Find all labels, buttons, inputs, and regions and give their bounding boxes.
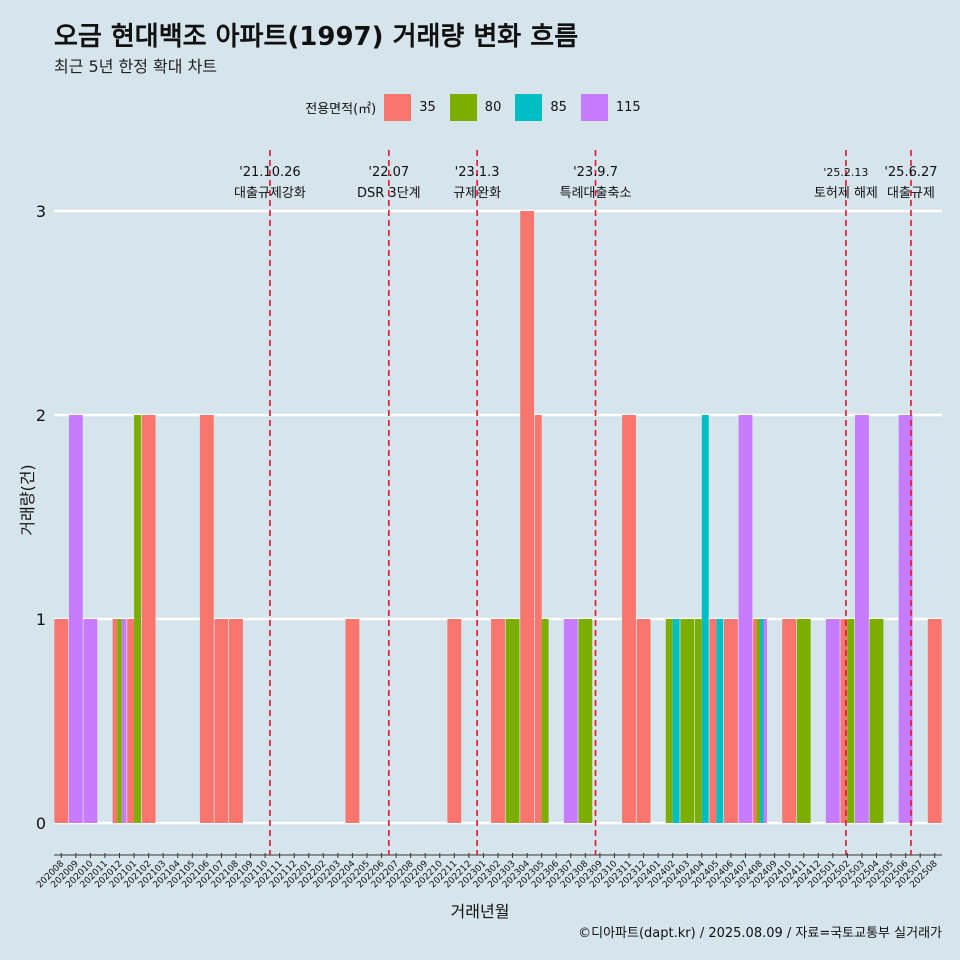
legend-label: 35: [419, 100, 436, 115]
y-tick-label: 3: [36, 202, 46, 221]
bar-202504-80: [869, 619, 884, 823]
legend-item-115: 115: [580, 94, 641, 121]
event-date: '22.07: [368, 165, 409, 180]
bar-202404-85: [701, 415, 709, 823]
y-tick-label: 1: [36, 610, 46, 629]
event-date: '23.1.3: [455, 165, 500, 180]
bar-202502-35: [840, 619, 848, 823]
event-date: '25.2.13: [823, 166, 868, 179]
legend-title: 전용면적(㎡): [305, 102, 377, 117]
bar-202503-115: [855, 415, 869, 823]
bar-202405-35: [709, 619, 717, 823]
chart-subtitle: 최근 5년 한정 확대 차트: [54, 57, 218, 76]
chart-title: 오금 현대백조 아파트(1997) 거래량 변화 흐름: [54, 22, 579, 52]
legend-swatch: [449, 94, 477, 121]
bar-202106-35: [199, 415, 214, 823]
legend-label: 115: [615, 100, 641, 115]
bar-202502-80: [847, 619, 855, 823]
bar-202408-35: [753, 619, 757, 823]
bar-202307-115: [563, 619, 578, 823]
legend-swatch: [515, 94, 543, 121]
event-label: DSR 3단계: [357, 186, 421, 201]
bar-202411-80: [796, 619, 811, 823]
x-axis-label: 거래년월: [450, 902, 510, 921]
event-label: 토허제 해제: [814, 186, 878, 201]
bar-202303-80: [505, 619, 520, 823]
bar-202410-35: [782, 619, 797, 823]
bar-202101-35: [127, 619, 135, 823]
event-date: '21.10.26: [239, 165, 300, 180]
bar-202009-115: [68, 415, 83, 823]
bar-202501-115: [825, 619, 840, 823]
event-label: 대출규제: [887, 186, 935, 201]
bar-202211-35: [447, 619, 462, 823]
y-axis-label: 거래량(건): [18, 464, 37, 536]
bar-202404-80: [694, 619, 702, 823]
bar-202010-115: [83, 619, 98, 823]
bar-202408-85: [760, 619, 764, 823]
bar-202008-35: [54, 619, 69, 823]
legend-swatch: [580, 94, 608, 121]
legend-item-80: 80: [449, 94, 502, 121]
bar-202508-35: [927, 619, 942, 823]
legend-item-85: 85: [515, 94, 567, 121]
bar-202403-80: [680, 619, 695, 823]
bar-202407-115: [738, 415, 753, 823]
bar-202304-35: [520, 211, 535, 823]
bar-202308-80: [578, 619, 593, 823]
bar-202408-115: [763, 619, 767, 823]
legend: 전용면적(㎡) 35 80 85 115: [0, 94, 960, 121]
bar-202102-35: [141, 415, 156, 823]
caption: ©디아파트(dapt.kr) / 2025.08.09 / 자료=국토교통부 실…: [578, 926, 942, 941]
bar-202107-35: [214, 619, 229, 823]
bar-202305-80: [541, 619, 549, 823]
bar-202402-80: [665, 619, 673, 823]
event-date: '25.6.27: [884, 165, 937, 180]
y-tick-label: 0: [36, 814, 46, 833]
bar-202506-115: [898, 415, 913, 823]
bar-202311-35: [622, 415, 636, 823]
bar-202405-85: [716, 619, 724, 823]
legend-swatch: [384, 94, 412, 121]
event-label: 규제완화: [453, 186, 501, 201]
bar-202012-35: [112, 619, 118, 823]
event-label: 대출규제강화: [234, 186, 306, 201]
bar-202108-35: [229, 619, 243, 823]
bar-202302-35: [491, 619, 505, 823]
legend-item-35: 35: [384, 94, 436, 121]
bar-202406-35: [724, 619, 738, 823]
legend-label: 85: [550, 100, 567, 115]
bar-202012-115: [121, 619, 127, 823]
event-date: '23.9.7: [573, 165, 618, 180]
legend-label: 80: [484, 100, 502, 115]
bar-202305-35: [534, 415, 542, 823]
bar-202312-35: [636, 619, 651, 823]
bar-202101-80: [134, 415, 141, 823]
bar-202204-35: [345, 619, 360, 823]
bar-202402-85: [672, 619, 680, 823]
y-tick-label: 2: [36, 406, 46, 425]
event-label: 특례대출축소: [560, 186, 632, 201]
bar-202012-80: [117, 619, 122, 823]
bar-202408-80: [756, 619, 761, 823]
